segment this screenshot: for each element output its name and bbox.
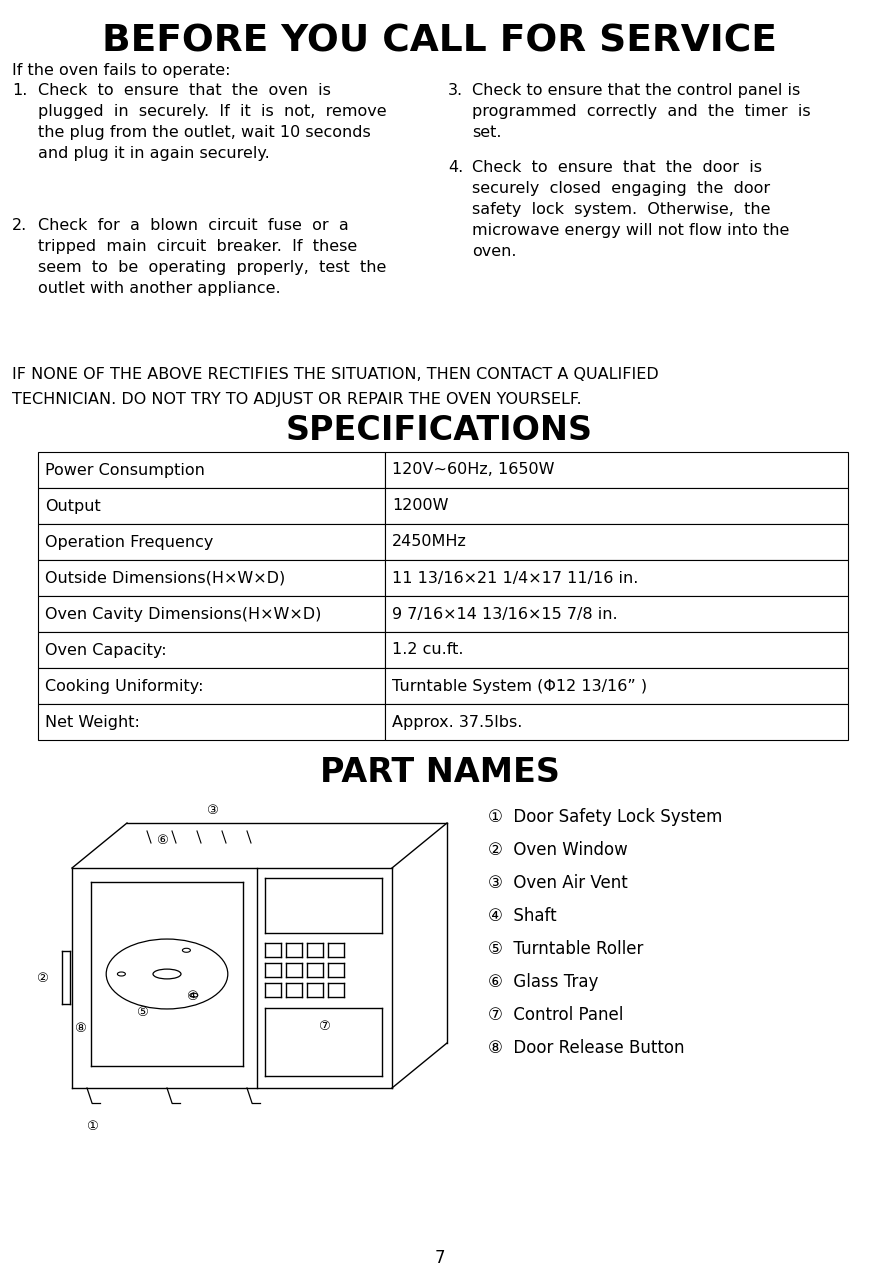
Text: ②  Oven Window: ② Oven Window bbox=[487, 841, 627, 859]
Text: seem  to  be  operating  properly,  test  the: seem to be operating properly, test the bbox=[38, 260, 386, 276]
Text: 1200W: 1200W bbox=[392, 499, 448, 513]
Text: Turntable System (Φ12 13/16” ): Turntable System (Φ12 13/16” ) bbox=[392, 679, 646, 693]
Bar bbox=[38, 632, 385, 669]
Text: Cooking Uniformity:: Cooking Uniformity: bbox=[45, 679, 204, 693]
Text: safety  lock  system.  Otherwise,  the: safety lock system. Otherwise, the bbox=[471, 202, 770, 217]
Bar bbox=[38, 524, 385, 560]
Bar bbox=[38, 487, 385, 524]
Text: ⑤: ⑤ bbox=[136, 1005, 148, 1018]
Bar bbox=[38, 452, 385, 487]
Text: ⑦  Control Panel: ⑦ Control Panel bbox=[487, 1005, 623, 1025]
Text: ①: ① bbox=[86, 1119, 97, 1133]
Text: ⑤  Turntable Roller: ⑤ Turntable Roller bbox=[487, 940, 643, 958]
Text: set.: set. bbox=[471, 125, 501, 140]
Text: Check  for  a  blown  circuit  fuse  or  a: Check for a blown circuit fuse or a bbox=[38, 218, 349, 234]
Text: TECHNICIAN. DO NOT TRY TO ADJUST OR REPAIR THE OVEN YOURSELF.: TECHNICIAN. DO NOT TRY TO ADJUST OR REPA… bbox=[12, 392, 581, 407]
Bar bbox=[385, 487, 847, 524]
Text: ⑧: ⑧ bbox=[74, 1022, 86, 1036]
Text: microwave energy will not flow into the: microwave energy will not flow into the bbox=[471, 223, 788, 239]
Text: 2450MHz: 2450MHz bbox=[392, 535, 466, 550]
Text: oven.: oven. bbox=[471, 244, 516, 259]
Text: If the oven fails to operate:: If the oven fails to operate: bbox=[12, 63, 230, 78]
Text: tripped  main  circuit  breaker.  If  these: tripped main circuit breaker. If these bbox=[38, 239, 356, 254]
Text: Outside Dimensions(H×W×D): Outside Dimensions(H×W×D) bbox=[45, 570, 285, 586]
Bar bbox=[385, 704, 847, 740]
Text: SPECIFICATIONS: SPECIFICATIONS bbox=[285, 413, 593, 447]
Text: IF NONE OF THE ABOVE RECTIFIES THE SITUATION, THEN CONTACT A QUALIFIED: IF NONE OF THE ABOVE RECTIFIES THE SITUA… bbox=[12, 367, 658, 382]
Text: 4.: 4. bbox=[448, 160, 463, 175]
Text: ③  Oven Air Vent: ③ Oven Air Vent bbox=[487, 874, 627, 892]
Text: ⑧  Door Release Button: ⑧ Door Release Button bbox=[487, 1039, 684, 1057]
Bar bbox=[385, 632, 847, 669]
Text: Power Consumption: Power Consumption bbox=[45, 462, 205, 477]
Text: 2.: 2. bbox=[12, 218, 27, 234]
Bar bbox=[38, 704, 385, 740]
Text: Output: Output bbox=[45, 499, 101, 513]
Text: ⑦: ⑦ bbox=[317, 1020, 329, 1032]
Bar bbox=[385, 524, 847, 560]
Text: 1.: 1. bbox=[12, 83, 27, 98]
Text: Oven Capacity:: Oven Capacity: bbox=[45, 643, 167, 657]
Text: programmed  correctly  and  the  timer  is: programmed correctly and the timer is bbox=[471, 105, 810, 119]
Text: ②: ② bbox=[36, 971, 48, 985]
Bar bbox=[385, 669, 847, 704]
Text: ⑥: ⑥ bbox=[156, 835, 168, 847]
Bar bbox=[385, 452, 847, 487]
Text: the plug from the outlet, wait 10 seconds: the plug from the outlet, wait 10 second… bbox=[38, 125, 371, 140]
Text: Operation Frequency: Operation Frequency bbox=[45, 535, 213, 550]
Text: 11 13/16×21 1/4×17 11/16 in.: 11 13/16×21 1/4×17 11/16 in. bbox=[392, 570, 637, 586]
Text: Approx. 37.5lbs.: Approx. 37.5lbs. bbox=[392, 715, 522, 730]
Text: 3.: 3. bbox=[448, 83, 463, 98]
Text: Net Weight:: Net Weight: bbox=[45, 715, 140, 730]
Bar bbox=[38, 596, 385, 632]
Text: Check to ensure that the control panel is: Check to ensure that the control panel i… bbox=[471, 83, 799, 98]
Text: 1.2 cu.ft.: 1.2 cu.ft. bbox=[392, 643, 463, 657]
Text: and plug it in again securely.: and plug it in again securely. bbox=[38, 145, 270, 161]
Text: ④: ④ bbox=[186, 989, 198, 1003]
Text: securely  closed  engaging  the  door: securely closed engaging the door bbox=[471, 181, 769, 197]
Bar bbox=[38, 669, 385, 704]
Text: Oven Cavity Dimensions(H×W×D): Oven Cavity Dimensions(H×W×D) bbox=[45, 606, 321, 621]
Text: ⑥  Glass Tray: ⑥ Glass Tray bbox=[487, 974, 598, 991]
Text: ④  Shaft: ④ Shaft bbox=[487, 907, 556, 925]
Bar bbox=[385, 596, 847, 632]
Text: Check  to  ensure  that  the  door  is: Check to ensure that the door is bbox=[471, 160, 761, 175]
Text: ③: ③ bbox=[205, 804, 218, 818]
Text: PART NAMES: PART NAMES bbox=[320, 755, 558, 789]
Bar bbox=[385, 560, 847, 596]
Text: 7: 7 bbox=[434, 1249, 444, 1267]
Text: BEFORE YOU CALL FOR SERVICE: BEFORE YOU CALL FOR SERVICE bbox=[102, 24, 776, 60]
Text: plugged  in  securely.  If  it  is  not,  remove: plugged in securely. If it is not, remov… bbox=[38, 105, 386, 119]
Text: 9 7/16×14 13/16×15 7/8 in.: 9 7/16×14 13/16×15 7/8 in. bbox=[392, 606, 617, 621]
Text: outlet with another appliance.: outlet with another appliance. bbox=[38, 281, 280, 296]
Bar bbox=[38, 560, 385, 596]
Text: ①  Door Safety Lock System: ① Door Safety Lock System bbox=[487, 808, 722, 826]
Text: 120V~60Hz, 1650W: 120V~60Hz, 1650W bbox=[392, 462, 554, 477]
Text: Check  to  ensure  that  the  oven  is: Check to ensure that the oven is bbox=[38, 83, 330, 98]
